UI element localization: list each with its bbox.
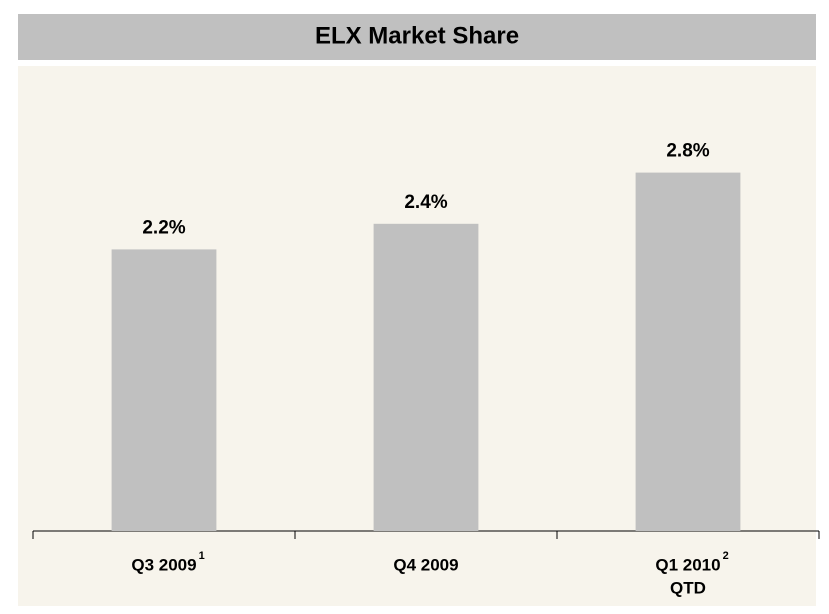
bar [373,223,479,532]
value-label: 2.8% [666,141,709,162]
bar [635,172,741,531]
x-tick-sublabel: QTD [670,578,706,597]
x-tick-label: Q3 2009 [131,555,196,574]
footnote-mark: 1 [199,550,205,562]
value-label: 2.4% [404,192,447,213]
value-label: 2.2% [142,217,185,238]
bar [111,249,217,531]
footnote-mark: 2 [723,550,729,562]
title-bar [18,14,816,60]
x-tick-label: Q4 2009 [393,555,458,574]
x-tick-label: Q1 2010 [655,555,720,574]
chart-title: ELX Market Share [315,22,519,49]
